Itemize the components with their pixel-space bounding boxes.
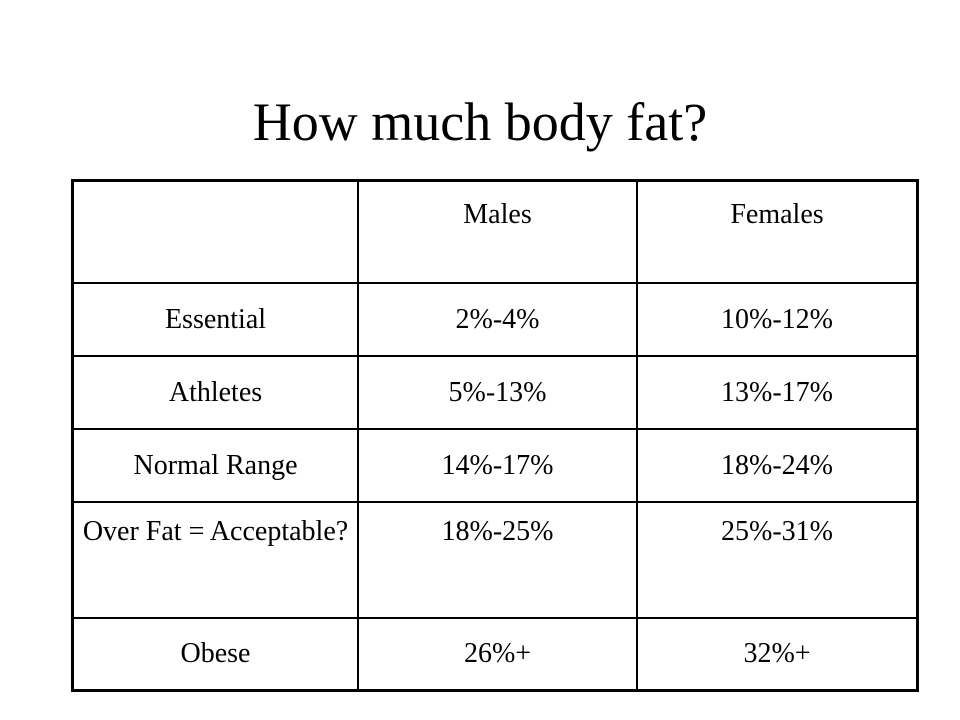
header-cell-females: Females: [636, 179, 919, 284]
table-row: Essential 2%-4% 10%-12%: [71, 282, 919, 357]
header-cell-empty: [71, 179, 359, 284]
males-value: 2%-4%: [357, 282, 638, 357]
row-label: Normal Range: [71, 428, 359, 503]
body-fat-table: Males Females Essential 2%-4% 10%-12% At…: [71, 179, 919, 692]
table-row: Athletes 5%-13% 13%-17%: [71, 355, 919, 430]
row-label: Athletes: [71, 355, 359, 430]
males-value: 14%-17%: [357, 428, 638, 503]
females-value: 10%-12%: [636, 282, 919, 357]
males-value: 18%-25%: [357, 501, 638, 619]
row-label: Essential: [71, 282, 359, 357]
row-label: Obese: [71, 617, 359, 692]
females-value: 13%-17%: [636, 355, 919, 430]
page-title: How much body fat?: [252, 92, 708, 152]
females-value: 32%+: [636, 617, 919, 692]
males-value: 26%+: [357, 617, 638, 692]
males-value: 5%-13%: [357, 355, 638, 430]
table-row: Over Fat = Acceptable? 18%-25% 25%-31%: [71, 501, 919, 619]
table-row: Obese 26%+ 32%+: [71, 617, 919, 692]
row-label: Over Fat = Acceptable?: [71, 501, 359, 619]
table-header-row: Males Females: [71, 179, 919, 284]
females-value: 25%-31%: [636, 501, 919, 619]
header-cell-males: Males: [357, 179, 638, 284]
females-value: 18%-24%: [636, 428, 919, 503]
table-row: Normal Range 14%-17% 18%-24%: [71, 428, 919, 503]
